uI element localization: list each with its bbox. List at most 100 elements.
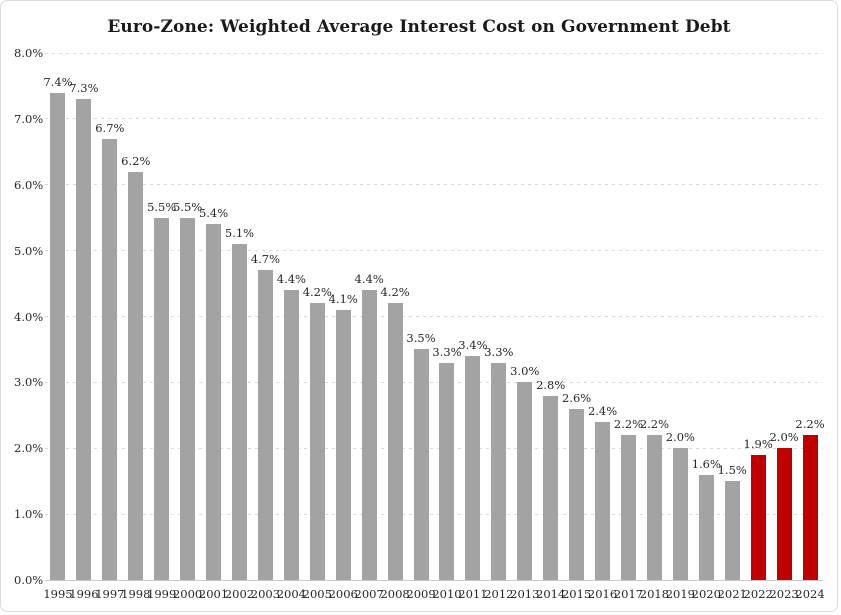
x-tick-label: 2003 (250, 587, 281, 601)
bar (465, 356, 481, 580)
x-tick-label: 1995 (43, 587, 73, 601)
bar (283, 290, 299, 580)
bar (361, 290, 377, 580)
bar-highlighted (750, 454, 766, 580)
bar-value-label: 2.6% (562, 390, 592, 405)
x-tick-label: 2001 (198, 587, 229, 601)
bar-value-label: 1.9% (743, 436, 773, 451)
x-tick-label: 1996 (69, 587, 99, 601)
bar-value-label: 3.4% (458, 338, 488, 353)
bar-value-label: 2.0% (769, 430, 799, 445)
bar-value-label: 3.0% (510, 364, 540, 379)
bar (257, 270, 273, 580)
bar-value-label: 1.6% (691, 456, 721, 471)
bar-value-label: 2.2% (613, 417, 644, 432)
bar (335, 309, 351, 580)
bar-value-label: 4.2% (302, 285, 332, 300)
bar-value-label: 2.4% (587, 403, 618, 418)
x-tick-label: 2010 (432, 587, 462, 601)
bar-value-label: 4.2% (380, 285, 410, 300)
bar (569, 408, 585, 580)
x-tick-label: 2016 (587, 587, 618, 601)
bar-value-label: 4.4% (276, 272, 306, 287)
bar-value-label: 6.2% (121, 153, 151, 168)
x-tick-label: 2002 (224, 587, 255, 601)
gridline (45, 118, 823, 120)
bar (724, 481, 740, 580)
bar-value-label: 5.5% (173, 199, 203, 214)
x-tick-label: 2004 (276, 587, 306, 601)
plot-area: 7.4% 1995 7.3% 1996 6.7% 1997 6.2% 1998 5.5% 1999… (43, 52, 825, 601)
bar (646, 435, 662, 580)
x-tick-label: 1998 (121, 587, 151, 601)
y-tick-label: 0.0% (14, 573, 44, 587)
y-tick-label: 4.0% (14, 309, 44, 324)
bar (543, 395, 559, 580)
x-tick-label: 2019 (665, 587, 695, 601)
gridline (45, 381, 823, 383)
x-tick-label: 2022 (743, 587, 773, 601)
y-tick-label: 3.0% (14, 375, 44, 390)
bar-value-label: 7.3% (69, 81, 99, 96)
gridline (45, 513, 823, 515)
bar (206, 224, 222, 580)
bar-value-label: 3.3% (484, 344, 514, 359)
x-tick-label: 1997 (95, 587, 125, 601)
y-tick-label: 8.0% (14, 46, 44, 60)
bar (595, 421, 611, 580)
chart-title: Euro-Zone: Weighted Average Interest Cos… (107, 17, 731, 37)
x-tick-label: 1999 (147, 587, 177, 601)
x-tick-label: 2009 (406, 587, 436, 601)
bar (232, 244, 247, 580)
bar (180, 217, 196, 580)
y-tick-label: 5.0% (14, 243, 44, 258)
x-tick-label: 2021 (717, 587, 747, 601)
bar (517, 382, 533, 580)
x-tick-label: 2015 (561, 587, 592, 601)
bar-value-label: 5.5% (147, 199, 177, 214)
bar (154, 217, 170, 580)
x-tick-label: 2013 (510, 587, 540, 601)
bar (76, 99, 92, 580)
bar (413, 349, 429, 580)
bar (491, 362, 507, 580)
bar (387, 303, 403, 580)
bar-value-label: 2.2% (639, 417, 670, 432)
bar-value-label: 2.0% (665, 430, 695, 445)
bar-value-label: 1.5% (717, 463, 747, 478)
x-tick-label: 2017 (613, 587, 644, 601)
bar (621, 435, 636, 580)
bar (102, 138, 118, 580)
y-tick-label: 1.0% (14, 507, 44, 522)
x-tick-label: 2008 (380, 587, 410, 601)
x-tick-label: 2023 (769, 587, 799, 601)
x-tick-label: 2020 (691, 587, 721, 601)
bar (50, 92, 66, 580)
x-tick-label: 2000 (172, 587, 203, 601)
bar-value-label: 2.2% (795, 417, 825, 432)
x-tick-label: 2007 (354, 587, 384, 601)
bar (672, 448, 688, 580)
x-tick-label: 2014 (536, 587, 566, 601)
x-tick-label: 2005 (302, 587, 332, 601)
gridline (45, 250, 823, 252)
gridline (45, 52, 823, 54)
gridline (45, 316, 823, 317)
x-tick-label: 2006 (328, 587, 358, 601)
bar-value-label: 7.4% (43, 74, 73, 89)
x-tick-label: 2018 (639, 587, 670, 601)
y-tick-label: 7.0% (14, 111, 44, 126)
x-tick-label: 2011 (458, 587, 488, 601)
y-tick-label: 2.0% (14, 441, 44, 456)
bar-value-label: 4.7% (250, 252, 281, 267)
bar-value-label: 2.8% (536, 377, 566, 392)
bar (439, 362, 455, 580)
y-tick-label: 6.0% (14, 177, 44, 192)
bar-value-label: 3.3% (432, 344, 462, 359)
bar (128, 171, 144, 580)
gridline (45, 184, 823, 186)
bar-value-label: 6.7% (95, 120, 125, 135)
bar (698, 474, 714, 580)
bar (309, 303, 325, 580)
